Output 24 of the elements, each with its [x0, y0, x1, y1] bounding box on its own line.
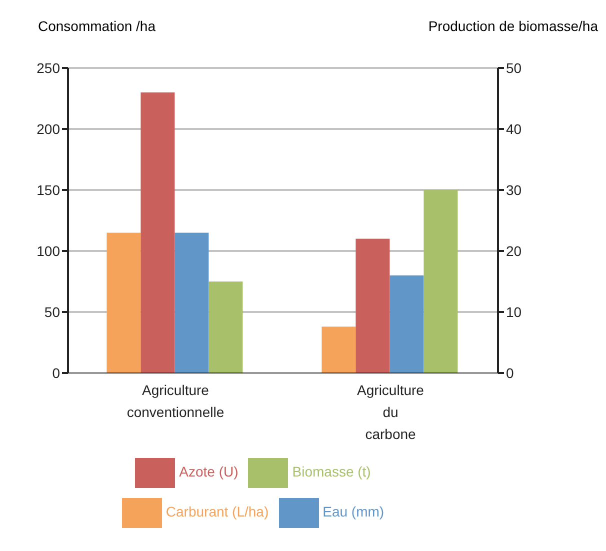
bar: [356, 238, 390, 373]
y-tick-label: 200: [36, 120, 60, 137]
legend-label: Azote (U): [179, 464, 238, 480]
bar: [322, 326, 356, 373]
y2-tick-label: 40: [506, 120, 522, 137]
y-tick-label: 50: [44, 304, 60, 320]
y2-tick-label: 50: [506, 60, 522, 76]
y-tick-label: 0: [52, 364, 60, 381]
y-tick-label: 250: [36, 60, 60, 76]
y-tick-label: 150: [36, 182, 60, 198]
legend-label: Biomasse (t): [292, 464, 371, 480]
y2-tick-label: 30: [506, 182, 522, 198]
y2-tick-label: 10: [506, 304, 522, 320]
y2-tick-label: 0: [506, 364, 514, 381]
legend-label: Carburant (L/ha): [166, 504, 269, 520]
y-tick-label: 100: [36, 242, 60, 259]
bar: [106, 232, 141, 373]
y2-tick-label: 20: [506, 242, 522, 259]
bar: [140, 92, 175, 373]
x-tick-label: Agriculture du carbone: [357, 382, 424, 442]
y-axis-title: Consommation /ha: [38, 18, 156, 34]
x-tick-label: Agriculture conventionnelle: [126, 382, 224, 420]
legend-label: Eau (mm): [322, 504, 384, 520]
y2-axis-title: Production de biomasse/ha: [428, 18, 598, 34]
